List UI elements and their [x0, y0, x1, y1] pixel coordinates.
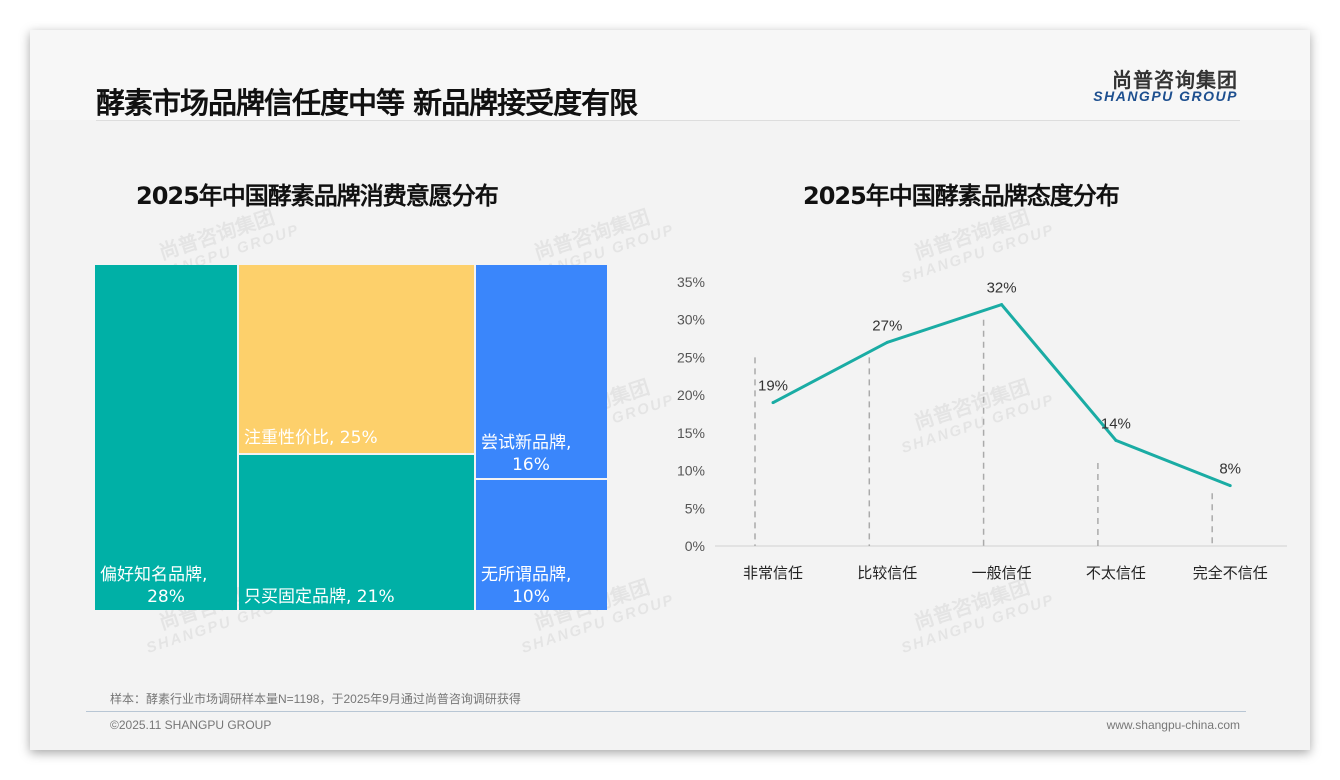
tile-value-for-money: 注重性价比, 25%: [239, 265, 474, 453]
y-tick-label: 5%: [685, 500, 705, 516]
header-divider: [96, 120, 1240, 121]
y-tick-label: 30%: [677, 312, 705, 328]
watermark-cn: 尚普咨询集团: [531, 206, 653, 265]
data-point: [1000, 303, 1004, 307]
tile-value: 28%: [147, 587, 185, 607]
data-label: 32%: [987, 280, 1017, 297]
tile-label: 尝试新品牌,: [481, 433, 572, 453]
x-tick-label: 完全不信任: [1193, 564, 1268, 582]
series-line: [772, 302, 1231, 488]
tile-try-new-brand: 尝试新品牌, 16%: [476, 265, 607, 478]
page-title: 酵素市场品牌信任度中等 新品牌接受度有限: [96, 86, 638, 120]
tile-label: 只买固定品牌, 21%: [244, 587, 395, 607]
data-point: [771, 401, 775, 405]
tile-prefer-known-brand: 偏好知名品牌, 28%: [95, 265, 237, 610]
x-tick-label: 不太信任: [1086, 565, 1146, 582]
line-chart-title: 2025年中国酵素品牌态度分布: [803, 182, 1120, 210]
logo-cn: 尚普咨询集团: [1112, 68, 1238, 92]
sample-note: 样本：酵素行业市场调研样本量N=1198，于2025年9月通过尚普咨询调研获得: [110, 692, 521, 706]
tile-value: 16%: [512, 455, 550, 475]
data-point: [1114, 438, 1118, 442]
y-tick-label: 25%: [677, 349, 705, 365]
website-url: www.shangpu-china.com: [1106, 718, 1240, 732]
x-tick-label: 一般信任: [972, 565, 1032, 582]
tile-label: 偏好知名品牌,: [100, 565, 208, 585]
header-band: [30, 30, 1310, 120]
data-label: 8%: [1219, 461, 1241, 478]
tile-indifferent: 无所谓品牌, 10%: [476, 480, 607, 610]
data-label: 27%: [872, 317, 902, 334]
y-tick-label: 0%: [685, 538, 705, 554]
footer-divider: [86, 711, 1246, 712]
x-tick-label: 比较信任: [857, 564, 917, 582]
watermark-cn: 尚普咨询集团: [911, 206, 1033, 265]
tile-value: 10%: [512, 587, 550, 607]
data-point: [885, 340, 889, 344]
watermark-cn: 尚普咨询集团: [156, 206, 278, 265]
data-label: 19%: [758, 378, 788, 395]
tile-fixed-brand: 只买固定品牌, 21%: [239, 455, 474, 610]
logo-en: SHANGPU GROUP: [1093, 88, 1238, 104]
data-point: [1228, 484, 1232, 488]
slide: 酵素市场品牌信任度中等 新品牌接受度有限 尚普咨询集团 SHANGPU GROU…: [30, 30, 1310, 750]
line-chart: 0% 5% 10% 15% 20% 25% 30% 35% 非常信任 比较信任 一般信任 不太信任 完全…: [677, 274, 1287, 582]
tile-label: 注重性价比, 25%: [244, 428, 378, 448]
copyright: ©2025.11 SHANGPU GROUP: [110, 718, 272, 732]
y-tick-label: 15%: [677, 425, 705, 441]
data-label: 14%: [1101, 415, 1131, 432]
y-tick-label: 35%: [677, 274, 705, 290]
tile-label: 无所谓品牌,: [481, 565, 572, 585]
y-tick-label: 10%: [677, 463, 705, 479]
x-tick-label: 非常信任: [743, 565, 803, 582]
treemap-title: 2025年中国酵素品牌消费意愿分布: [136, 182, 499, 210]
y-tick-label: 20%: [677, 387, 705, 403]
